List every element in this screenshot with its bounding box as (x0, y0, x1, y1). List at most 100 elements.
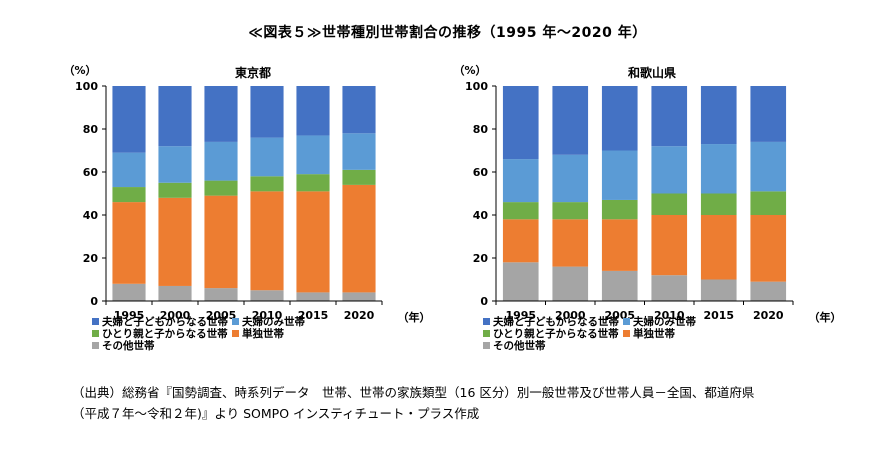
bar-segment (250, 176, 284, 192)
legend-swatch (483, 342, 490, 349)
bar-segment (250, 191, 284, 291)
y-tick-label: 100 (465, 80, 488, 93)
bar-segment (342, 169, 376, 185)
legend-label: 夫婦のみ世帯 (242, 315, 305, 328)
source-line-2: （平成７年～令和２年)』より SOMPO インスティチュート・プラス作成 (72, 406, 480, 421)
bar-segment (296, 174, 330, 192)
legend-swatch (232, 318, 239, 325)
y-tick-label: 60 (473, 166, 489, 179)
bar-segment (750, 215, 787, 282)
bar-segment (750, 86, 787, 142)
legend-label: その他世帯 (102, 339, 155, 352)
bar-segment (112, 283, 146, 301)
bar-segment (700, 279, 737, 301)
bar-segment (700, 144, 737, 194)
bar-segment (750, 281, 787, 301)
bar-segment (158, 146, 192, 183)
x-tick-label: 2000 (160, 309, 191, 322)
legend-label: ひとり親と子からなる世帯 (493, 327, 619, 340)
legend-label: 夫婦のみ世帯 (633, 315, 696, 328)
bar-segment (204, 288, 238, 301)
bar-segment (158, 182, 192, 198)
x-tick-label: 2020 (344, 309, 375, 322)
bar-segment (700, 86, 737, 145)
x-tick-label: 1995 (505, 309, 536, 322)
legend-swatch (623, 330, 630, 337)
y-axis-unit-label: （%） (63, 64, 96, 77)
bar-segment (601, 219, 638, 271)
bar-segment (342, 292, 376, 301)
x-tick-label: 2000 (555, 309, 586, 322)
bar-segment (651, 146, 688, 194)
legend-swatch (483, 318, 490, 325)
bar-segment (651, 86, 688, 147)
bar-segment (296, 292, 330, 301)
bar-segment (296, 135, 330, 175)
bar-segment (342, 86, 376, 134)
legend-label: 夫婦と子どもからなる世帯 (493, 315, 619, 328)
legend-label: 単独世帯 (242, 327, 284, 340)
bar-segment (502, 86, 539, 160)
bar-segment (750, 141, 787, 192)
y-tick-label: 80 (473, 123, 489, 136)
bar-segment (112, 202, 146, 284)
bar-segment (204, 86, 238, 142)
bar-segment (158, 197, 192, 286)
bar-segment (552, 202, 589, 220)
y-tick-label: 0 (480, 295, 488, 308)
bar-segment (651, 275, 688, 301)
y-tick-label: 20 (473, 252, 489, 265)
y-axis-unit-label: （%） (453, 64, 486, 77)
legend-label: 夫婦と子どもからなる世帯 (102, 315, 228, 328)
bar-segment (204, 180, 238, 196)
bar-segment (601, 150, 638, 200)
bar-segment (250, 86, 284, 138)
bar-segment (502, 159, 539, 203)
y-tick-label: 100 (75, 80, 98, 93)
legend-swatch (92, 318, 99, 325)
bar-segment (552, 219, 589, 267)
legend-label: ひとり親と子からなる世帯 (102, 327, 228, 340)
legend-label: 単独世帯 (633, 327, 675, 340)
source-line-1: （出典）総務省『国勢調査、時系列データ 世帯、世帯の家族類型（16 区分）別一般… (72, 385, 755, 400)
bar-segment (552, 154, 589, 203)
chart-title: 和歌山県 (627, 65, 676, 80)
bar-segment (342, 184, 376, 293)
bar-segment (342, 133, 376, 170)
bar-segment (552, 86, 589, 155)
bar-segment (552, 266, 589, 301)
x-axis-unit-label: （年） (809, 310, 842, 324)
y-tick-label: 80 (83, 123, 99, 136)
bar-segment (601, 270, 638, 301)
legend-label: その他世帯 (493, 339, 546, 352)
bar-segment (250, 290, 284, 301)
bar-segment (204, 195, 238, 289)
y-tick-label: 20 (83, 252, 99, 265)
y-tick-label: 0 (90, 295, 98, 308)
bar-segment (250, 137, 284, 177)
bar-segment (601, 86, 638, 151)
y-tick-label: 60 (83, 166, 99, 179)
legend-swatch (232, 330, 239, 337)
x-tick-label: 2010 (654, 309, 685, 322)
x-tick-label: 2015 (703, 309, 734, 322)
bar-segment (750, 191, 787, 215)
bar-segment (158, 86, 192, 147)
x-tick-label: 2015 (298, 309, 329, 322)
bar-segment (204, 141, 238, 181)
x-tick-label: 2005 (206, 309, 237, 322)
legend-swatch (483, 330, 490, 337)
bar-segment (112, 86, 146, 153)
chart-title: 東京都 (235, 65, 271, 80)
bar-segment (651, 215, 688, 276)
bar-segment (158, 285, 192, 301)
y-tick-label: 40 (473, 209, 489, 222)
bar-segment (601, 199, 638, 220)
legend-swatch (92, 330, 99, 337)
y-tick-label: 40 (83, 209, 99, 222)
bar-segment (296, 86, 330, 136)
bar-segment (502, 219, 539, 263)
x-tick-label: 2020 (753, 309, 784, 322)
bar-segment (502, 202, 539, 220)
